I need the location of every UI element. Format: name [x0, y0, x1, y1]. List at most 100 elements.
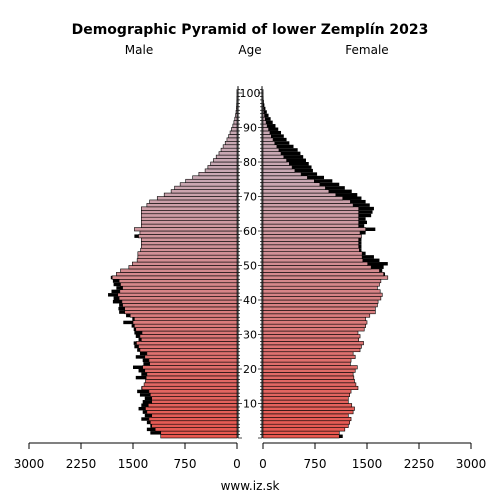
male-bar-1	[160, 430, 238, 435]
female-bar-67	[262, 203, 354, 208]
female-bar-44	[262, 282, 380, 287]
male-bar-92	[234, 116, 238, 121]
male-bar-36	[124, 310, 238, 315]
male-bar-28	[141, 337, 238, 342]
male-bar-88	[229, 130, 238, 135]
female-bars	[262, 89, 389, 439]
male-bar-7	[146, 410, 238, 415]
female-bar-56	[262, 241, 359, 246]
female-bar-84	[262, 144, 278, 149]
male-bar-63	[141, 216, 238, 221]
male-bar-93	[235, 113, 238, 118]
male-excess-bar-10	[142, 400, 152, 404]
male-bar-6	[151, 413, 238, 418]
female-bar-85	[262, 141, 276, 146]
male-excess-bar-26	[134, 344, 139, 349]
male-excess-bar-41	[108, 293, 118, 297]
female-bar-1	[262, 430, 340, 435]
male-excess-bar-6	[144, 413, 152, 418]
age-label: Age	[238, 43, 261, 57]
female-excess-bar-89	[268, 127, 279, 131]
female-bar-14	[262, 385, 359, 391]
female-bar-75	[262, 175, 308, 180]
female-bar-66	[262, 206, 359, 211]
male-bar-38	[122, 303, 238, 308]
male-excess-bar-36	[119, 310, 125, 314]
female-bar-46	[262, 275, 389, 280]
female-excess-bar-84	[276, 144, 294, 149]
female-bar-54	[262, 247, 360, 253]
male-bar-59	[139, 230, 238, 235]
female-bar-24	[262, 351, 354, 356]
female-bar-0	[262, 434, 340, 439]
x-tick-label-8: 2250	[404, 457, 435, 471]
female-bar-35	[262, 313, 371, 318]
male-bar-58	[138, 234, 238, 239]
female-excess-bar-71	[328, 189, 352, 194]
male-bar-54	[140, 247, 238, 253]
male-bar-29	[139, 334, 238, 339]
male-bar-61	[141, 223, 238, 228]
male-bar-77	[204, 168, 238, 173]
male-bar-21	[149, 361, 238, 366]
male-bar-3	[151, 423, 238, 428]
male-excess-bar-17	[135, 375, 147, 380]
male-bar-89	[231, 127, 238, 132]
male-bar-22	[148, 358, 238, 363]
male-excess-bar-30	[134, 331, 143, 335]
female-bar-40	[262, 296, 382, 301]
female-excess-bar-79	[289, 162, 309, 166]
male-bar-5	[148, 416, 238, 422]
male-excess-bar-24	[139, 351, 147, 356]
male-excess-bar-5	[141, 417, 149, 421]
female-bar-25	[262, 347, 361, 353]
male-label: Male	[125, 43, 153, 57]
female-excess-bar-75	[307, 175, 325, 180]
female-bar-6	[262, 413, 349, 418]
female-bar-23	[262, 354, 356, 359]
female-bar-52	[262, 254, 363, 259]
female-bar-7	[262, 410, 354, 415]
male-bar-82	[218, 151, 238, 156]
female-bar-88	[262, 130, 271, 135]
female-bar-61	[262, 223, 359, 228]
female-excess-bar-82	[281, 151, 301, 156]
male-bar-42	[119, 289, 238, 294]
female-bar-64	[262, 213, 359, 218]
male-bar-47	[116, 272, 238, 277]
male-bar-0	[160, 434, 238, 439]
male-excess-bar-23	[135, 355, 145, 359]
male-bar-35	[129, 313, 238, 318]
male-excess-bar-38	[119, 303, 123, 307]
male-excess-bar-37	[118, 306, 125, 311]
male-excess-bar-21	[143, 362, 150, 366]
male-excess-bar-45	[112, 279, 120, 283]
female-bar-80	[262, 158, 287, 163]
female-bar-95	[262, 106, 264, 111]
female-bar-74	[262, 178, 315, 184]
female-bar-70	[262, 192, 337, 197]
male-bar-31	[135, 327, 238, 332]
female-excess-bar-48	[379, 268, 383, 273]
female-excess-bar-65	[358, 210, 373, 214]
female-excess-bar-83	[278, 148, 298, 152]
female-bar-47	[262, 272, 384, 277]
female-excess-bar-86	[273, 137, 287, 142]
female-bar-42	[262, 289, 381, 294]
male-bar-12	[150, 392, 238, 397]
female-bar-4	[262, 420, 350, 425]
male-bar-79	[210, 161, 238, 166]
age-tick-label-30: 30	[243, 329, 257, 342]
female-excess-bar-78	[292, 165, 312, 169]
female-excess-bar-61	[358, 224, 365, 228]
female-excess-bar-94	[263, 110, 267, 114]
age-tick-label-90: 90	[243, 122, 257, 135]
male-bar-86	[226, 137, 238, 142]
male-excess-bar-13	[137, 389, 149, 394]
male-bar-32	[134, 323, 238, 328]
male-excess-bar-19	[138, 369, 145, 373]
male-bar-94	[235, 109, 238, 115]
male-bar-85	[224, 141, 238, 146]
male-bar-87	[228, 134, 238, 139]
female-excess-bar-70	[335, 193, 358, 197]
